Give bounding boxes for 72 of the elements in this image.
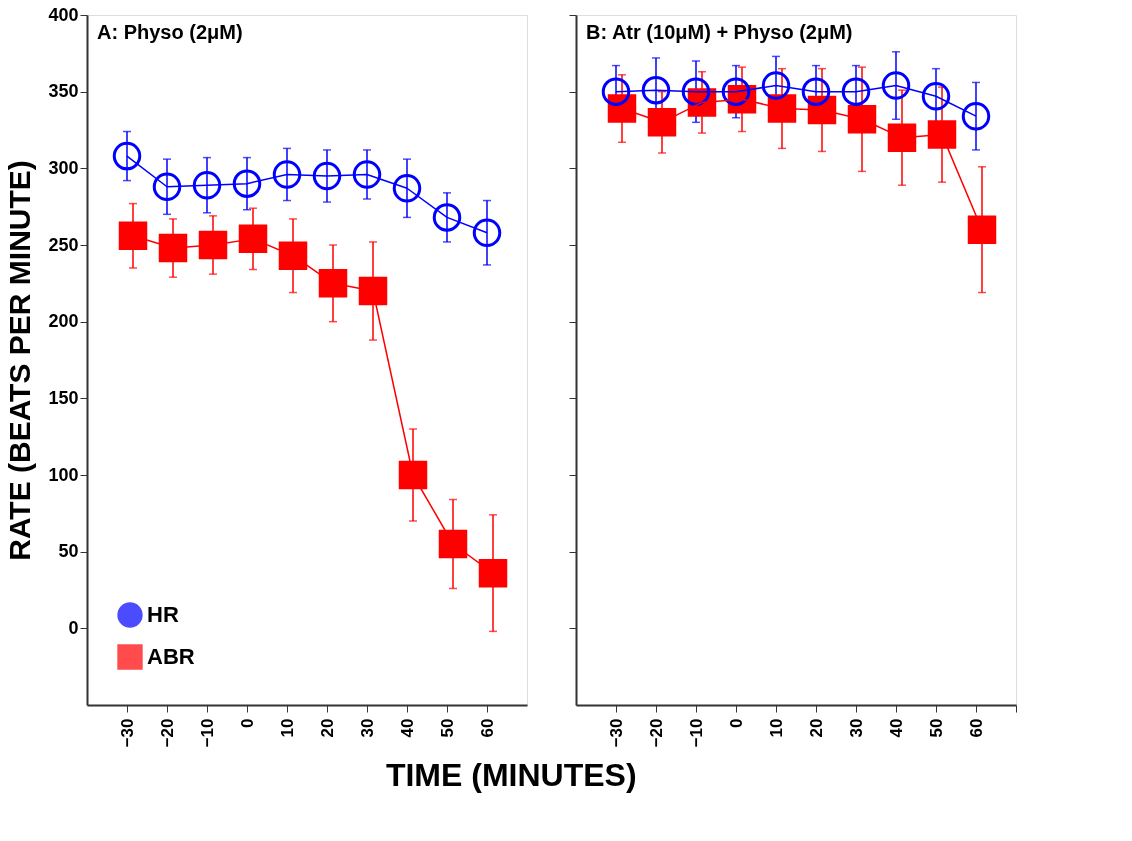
point	[232, 169, 262, 198]
point	[641, 75, 671, 105]
y-axis-title: RATE (BEATS PER MINUTE)	[3, 160, 37, 561]
point	[607, 94, 637, 123]
point	[967, 215, 997, 244]
chart-title: B: Atr (10μM) + Physo (2μM)	[586, 21, 853, 43]
point	[152, 172, 182, 201]
point	[887, 123, 917, 152]
point	[841, 77, 871, 106]
x-tick-label: 20	[806, 718, 826, 738]
x-tick-label: 0	[237, 718, 257, 728]
y-tick-label: 50	[58, 541, 79, 562]
x-tick-label: 40	[397, 718, 417, 738]
x-tick-label: −20	[157, 718, 177, 748]
point	[647, 108, 677, 137]
chart-title: A: Physo (2μM)	[97, 21, 243, 43]
x-tick-label: 40	[886, 718, 906, 738]
point	[927, 120, 957, 149]
point	[112, 141, 142, 171]
legend-label: HR	[147, 602, 179, 627]
x-tick-label: −30	[606, 718, 626, 748]
x-tick-label: 30	[357, 718, 377, 738]
point	[312, 161, 342, 191]
point	[432, 203, 462, 232]
x-tick-label: 20	[317, 718, 337, 738]
x-tick-label: 50	[926, 718, 946, 738]
x-tick-label: −10	[197, 718, 217, 748]
point	[921, 82, 951, 111]
y-tick-label: 350	[48, 81, 79, 102]
x-axis-title: TIME (MINUTES)	[385, 757, 637, 794]
point	[158, 233, 188, 263]
point	[961, 101, 991, 131]
x-tick-label: −30	[117, 718, 137, 748]
x-tick-label: 60	[966, 718, 986, 738]
point	[318, 269, 348, 298]
point	[847, 105, 877, 134]
point	[392, 174, 422, 203]
point	[352, 160, 382, 189]
legend-label: ABR	[147, 644, 195, 669]
y-tick-label: 400	[48, 4, 79, 25]
y-tick-label: 0	[68, 617, 79, 638]
point	[438, 529, 468, 559]
x-tick-label: 10	[766, 718, 786, 738]
x-tick-label: 60	[477, 718, 497, 738]
point	[761, 71, 791, 100]
point	[238, 224, 268, 254]
point	[767, 94, 797, 123]
point	[198, 230, 228, 260]
y-tick-label: 150	[48, 387, 79, 408]
point	[681, 77, 711, 106]
x-tick-label: −10	[686, 718, 706, 748]
point	[272, 160, 302, 189]
point	[192, 170, 222, 200]
y-tick-label: 250	[48, 234, 79, 255]
y-tick-label: 100	[48, 464, 79, 485]
point	[472, 218, 502, 247]
point	[881, 71, 911, 100]
point	[358, 276, 388, 306]
x-tick-label: −20	[646, 718, 666, 748]
point	[118, 221, 148, 251]
point	[278, 241, 308, 270]
y-tick-label: 200	[48, 311, 79, 332]
point	[601, 77, 631, 106]
point	[398, 460, 428, 490]
point	[721, 77, 751, 106]
x-tick-label: 50	[437, 718, 457, 738]
point	[478, 558, 508, 588]
x-tick-label: 30	[846, 718, 866, 738]
x-tick-label: 10	[277, 718, 297, 738]
y-tick-label: 300	[48, 157, 79, 178]
point	[801, 77, 831, 106]
x-tick-label: 0	[726, 718, 746, 728]
